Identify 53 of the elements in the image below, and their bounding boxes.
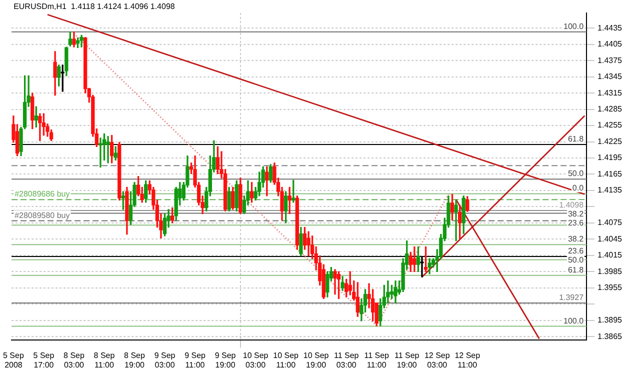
annotation: 23.6 bbox=[568, 218, 584, 228]
y-tick-label: 1.4195 bbox=[598, 153, 623, 162]
annotation: 0.0 bbox=[572, 184, 584, 193]
ref-line-label: 1.4098 bbox=[559, 200, 584, 210]
x-tick-label: 9 Sep 11:00 bbox=[184, 350, 206, 370]
y-tick-label: 1.4165 bbox=[598, 169, 623, 178]
x-tick-label: 5 Sep 17:00 bbox=[33, 350, 55, 370]
annotation: 100.0 bbox=[564, 316, 584, 326]
y-tick-label: 1.4135 bbox=[598, 186, 623, 195]
y-tick-label: 1.4405 bbox=[598, 40, 623, 49]
candlestick bbox=[98, 138, 102, 168]
x-tick-label: 8 Sep 11:00 bbox=[94, 350, 116, 370]
y-tick-label: 1.4255 bbox=[598, 120, 623, 130]
ref-line-label: #28089686 buy bbox=[14, 190, 70, 199]
x-tick-label: 11 Sep 03:00 bbox=[334, 350, 360, 370]
y-tick-label: 1.4285 bbox=[598, 104, 623, 114]
y-tick-label: 1.4075 bbox=[598, 218, 623, 228]
x-tick-label: 10 Sep 11:00 bbox=[273, 350, 300, 370]
annotation: 61.8 bbox=[568, 134, 584, 144]
x-tick-label: 8 Sep 19:00 bbox=[124, 350, 146, 370]
annotation: 50.0 bbox=[568, 169, 584, 178]
y-tick-label: 1.4345 bbox=[598, 72, 623, 82]
annotation: 50.0 bbox=[568, 255, 584, 264]
x-tick-label: 9 Sep 03:00 bbox=[154, 350, 176, 370]
x-tick-label: 11 Sep 11:00 bbox=[364, 350, 390, 370]
annotation: 23.6 bbox=[568, 246, 584, 256]
y-tick-label: 1.3985 bbox=[598, 266, 623, 276]
y-tick-label: 1.4045 bbox=[598, 234, 623, 244]
y-tick-label: 1.3865 bbox=[598, 332, 623, 341]
annotation: 61.8 bbox=[568, 265, 584, 274]
y-tick-label: 1.4315 bbox=[598, 88, 623, 98]
y-tick-label: 1.4435 bbox=[598, 23, 623, 32]
x-tick-label: 10 Sep 19:00 bbox=[303, 350, 330, 370]
annotation: 100.0 bbox=[564, 22, 584, 31]
y-tick-label: 1.4015 bbox=[598, 250, 623, 260]
x-tick-label: 12 Sep 11:00 bbox=[454, 350, 481, 370]
x-tick-label: 8 Sep 03:00 bbox=[64, 350, 85, 370]
ref-line-label: #28089580 buy bbox=[14, 210, 70, 220]
x-tick-label: 10 Sep 03:00 bbox=[242, 350, 269, 370]
x-tick-label: 9 Sep 19:00 bbox=[214, 350, 236, 370]
chart-title: EURUSDm,H1 1.4118 1.4124 1.4096 1.4098 bbox=[14, 2, 176, 11]
x-tick-label: 5 Sep 2008 bbox=[3, 350, 24, 370]
y-tick-label: 1.3895 bbox=[598, 316, 623, 325]
annotation: 38.2 bbox=[568, 209, 584, 218]
annotation: 38.2 bbox=[568, 234, 584, 244]
ref-line-label: 1.3927 bbox=[559, 293, 584, 302]
x-tick-label: 12 Sep 03:00 bbox=[424, 350, 450, 370]
x-tick-label: 11 Sep 19:00 bbox=[394, 350, 420, 370]
candlestick bbox=[454, 200, 458, 242]
y-tick-label: 1.4375 bbox=[598, 56, 623, 65]
y-tick-label: 1.3955 bbox=[598, 283, 623, 292]
y-tick-label: 1.4225 bbox=[598, 136, 623, 146]
candlestick bbox=[106, 136, 110, 164]
